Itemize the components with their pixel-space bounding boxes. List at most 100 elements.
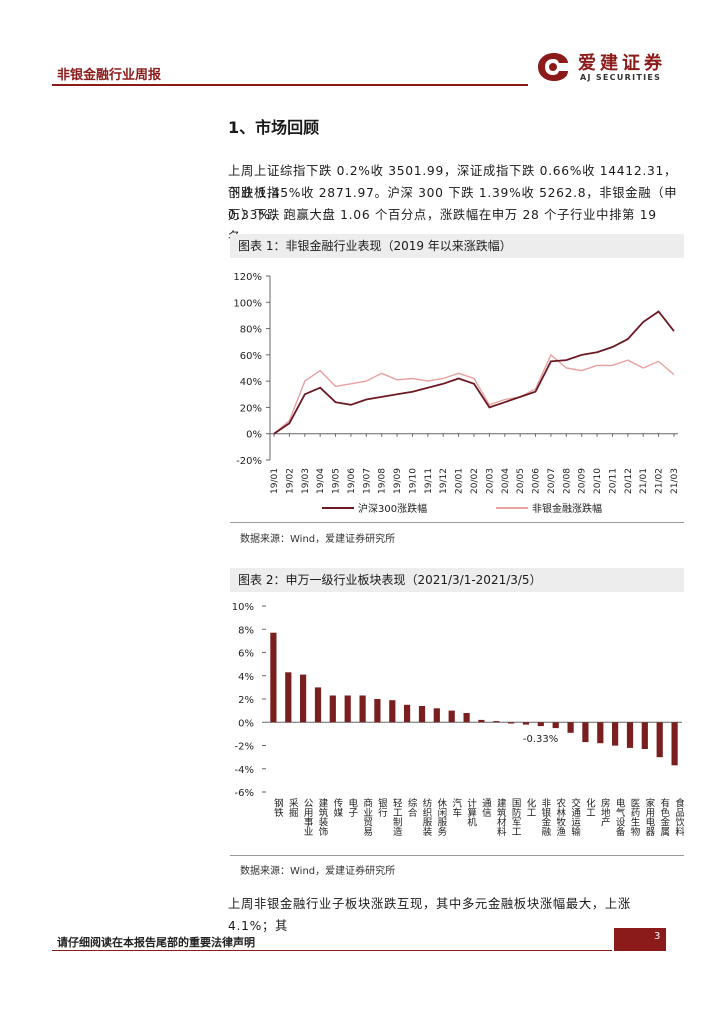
bar-chart: 10% 8% 6% 4% 2% 0% -2% -4% -6% 钢铁 采掘 公用事业 建筑装饰 传媒 电子 商业… <box>232 602 684 837</box>
brand-mark-icon <box>538 53 568 81</box>
category-label: 传媒 <box>331 797 343 818</box>
bar <box>448 710 455 723</box>
category-label: 钢铁 <box>272 797 284 818</box>
category-label: 交通运输 <box>569 797 581 837</box>
bar <box>300 674 307 723</box>
bar <box>671 722 678 766</box>
series-line-0 <box>273 310 675 435</box>
category-label: 化工 <box>584 797 596 817</box>
category-label: 电气设备 <box>614 797 626 837</box>
x-tick-label: 19/06 <box>347 468 357 494</box>
x-tick-label: 19/03 <box>301 468 311 494</box>
category-label: 有色金属 <box>658 797 670 837</box>
paragraph-line-2: 下跌 1.45%收 2871.97。沪深 300 下跌 1.39%收 5262.… <box>228 186 678 222</box>
line-chart: 120% 100% 80% 60% 40% 20% 0% -20% 19/01 19/02 19/0… <box>233 272 680 515</box>
section-title: 1、市场回顾 <box>228 118 320 137</box>
y-tick-label: 20% <box>240 403 262 414</box>
bar <box>478 719 485 723</box>
bar <box>626 722 634 748</box>
bar <box>374 699 381 723</box>
footer-disclaimer: 请仔细阅读在本报告尾部的重要法律声明 <box>57 936 255 949</box>
data-label: -0.33% <box>523 734 558 745</box>
bar <box>582 722 589 743</box>
x-tick-label: 19/07 <box>362 468 372 494</box>
legend-label-0: 沪深300涨跌幅 <box>358 502 427 515</box>
bar <box>359 695 366 723</box>
x-tick-label: 20/04 <box>501 468 511 494</box>
category-label: 医药生物 <box>629 798 641 837</box>
x-tick-label: 19/09 <box>393 468 403 494</box>
x-tick-label: 21/01 <box>639 468 649 494</box>
x-tick-label: 19/12 <box>439 468 449 494</box>
y-tick-label: 4% <box>238 672 254 683</box>
category-label: 轻工制造 <box>391 797 403 837</box>
category-label: 国防军工 <box>510 798 522 836</box>
category-label: 电子 <box>346 797 358 817</box>
category-label: 纺织服装 <box>421 797 433 837</box>
category-label: 建筑材料 <box>495 797 507 837</box>
category-label: 农林牧渔 <box>554 797 566 836</box>
bar <box>641 722 648 749</box>
bar <box>463 713 470 723</box>
x-tick-label: 20/10 <box>593 468 603 494</box>
x-tick-label: 19/08 <box>378 468 388 494</box>
category-label: 商业贸易 <box>361 797 373 837</box>
category-label: 汽车 <box>450 797 462 818</box>
bar <box>656 722 663 758</box>
bar <box>612 722 619 746</box>
bar <box>270 632 277 723</box>
y-tick-label: 100% <box>233 298 262 309</box>
brand-name-cn: 爱建证券 <box>578 53 666 74</box>
x-tick-label: 19/04 <box>316 468 326 494</box>
category-label: 非银金融 <box>539 797 551 837</box>
y-tick-label: 80% <box>240 325 262 336</box>
category-label: 计算机 <box>465 797 477 827</box>
x-tick-label: 20/07 <box>547 468 557 494</box>
figure1-title: 图表 1：非银金融行业表现（2019 年以来涨跌幅） <box>230 234 684 258</box>
bar <box>418 706 426 723</box>
x-tick-label: 20/12 <box>624 468 634 494</box>
x-tick-label: 20/08 <box>562 468 572 494</box>
category-label: 房地产 <box>599 797 611 827</box>
y-tick-label: -2% <box>235 742 254 753</box>
legend-label-1: 非银金融涨跌幅 <box>532 502 602 515</box>
x-tick-label: 20/03 <box>485 468 495 494</box>
category-label: 采掘 <box>287 798 299 818</box>
closing-paragraph: 上周非银金融行业子板块涨跌互现，其中多元金融板块涨幅最大，上涨 4.1%；其 <box>228 897 631 933</box>
x-tick-label: 20/02 <box>470 468 480 494</box>
bar <box>552 722 559 729</box>
brand-logo: 爱建证券 AJ SECURITIES <box>532 46 682 88</box>
y-tick-label: 6% <box>238 649 254 660</box>
figure2-source: 数据来源：Wind，爱建证券研究所 <box>240 866 396 877</box>
figure2-title: 图表 2：申万一级行业板块表现（2021/3/1-2021/3/5） <box>230 568 684 592</box>
bar <box>508 722 515 724</box>
figure1-divider <box>230 522 684 523</box>
bar <box>285 672 292 723</box>
y-tick-label: 2% <box>238 695 254 706</box>
bar <box>344 695 351 723</box>
category-label: 化工 <box>525 797 537 817</box>
y-tick-label: 0% <box>246 430 262 441</box>
header-rule <box>52 84 528 86</box>
y-tick-label: 40% <box>240 377 262 388</box>
series-line-1 <box>273 353 675 435</box>
x-tick-label: 19/05 <box>332 468 342 494</box>
x-tick-label: 21/03 <box>670 468 680 494</box>
report-header-title: 非银金融行业周报 <box>57 68 162 83</box>
x-tick-label: 19/10 <box>408 468 418 494</box>
bar <box>314 687 322 723</box>
y-tick-label: 10% <box>232 602 254 613</box>
bar <box>493 721 500 723</box>
bar <box>433 708 440 723</box>
brand-name-en: AJ SECURITIES <box>580 73 662 82</box>
category-label: 家用电器 <box>643 797 655 836</box>
category-label: 综合 <box>406 797 418 818</box>
bar <box>389 700 396 723</box>
paragraph-line-1: 上周上证综指下跌 0.2%收 3501.99，深证成指下跌 0.66%收 144… <box>228 164 678 200</box>
y-tick-label: 120% <box>233 272 262 283</box>
figure1-source: 数据来源：Wind，爱建证券研究所 <box>240 534 396 545</box>
category-label: 银行 <box>376 797 388 818</box>
x-tick-label: 20/05 <box>516 468 526 494</box>
y-tick-label: -4% <box>235 765 254 776</box>
bar <box>597 722 604 744</box>
